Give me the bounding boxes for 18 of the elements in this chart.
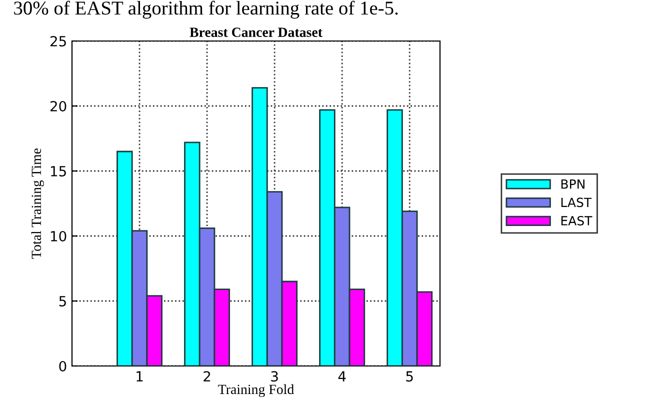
legend-label: EAST bbox=[561, 216, 592, 226]
y-axis-title: Total Training Time bbox=[31, 148, 44, 259]
y-tick-label: 10 bbox=[50, 230, 66, 242]
x-tick-label: 5 bbox=[406, 371, 413, 382]
chart-title: Breast Cancer Dataset bbox=[190, 28, 322, 37]
y-tick-label: 25 bbox=[50, 36, 66, 46]
x-tick-label: 2 bbox=[204, 371, 210, 382]
legend-label: BPN bbox=[561, 179, 584, 189]
x-tick-label: 1 bbox=[136, 371, 143, 382]
x-tick-label: 4 bbox=[338, 371, 346, 382]
y-tick-label: 0 bbox=[59, 360, 66, 372]
y-tick-label: 15 bbox=[50, 166, 66, 176]
x-tick-label: 3 bbox=[271, 371, 278, 382]
legend-label: LAST bbox=[561, 198, 592, 208]
y-tick-label: 20 bbox=[50, 100, 66, 112]
text: 30% of EAST algorithm for learning rate of 1e-5. bbox=[14, 0, 398, 19]
x-axis-title: Training Fold bbox=[218, 384, 294, 397]
y-tick-label: 5 bbox=[59, 296, 66, 306]
